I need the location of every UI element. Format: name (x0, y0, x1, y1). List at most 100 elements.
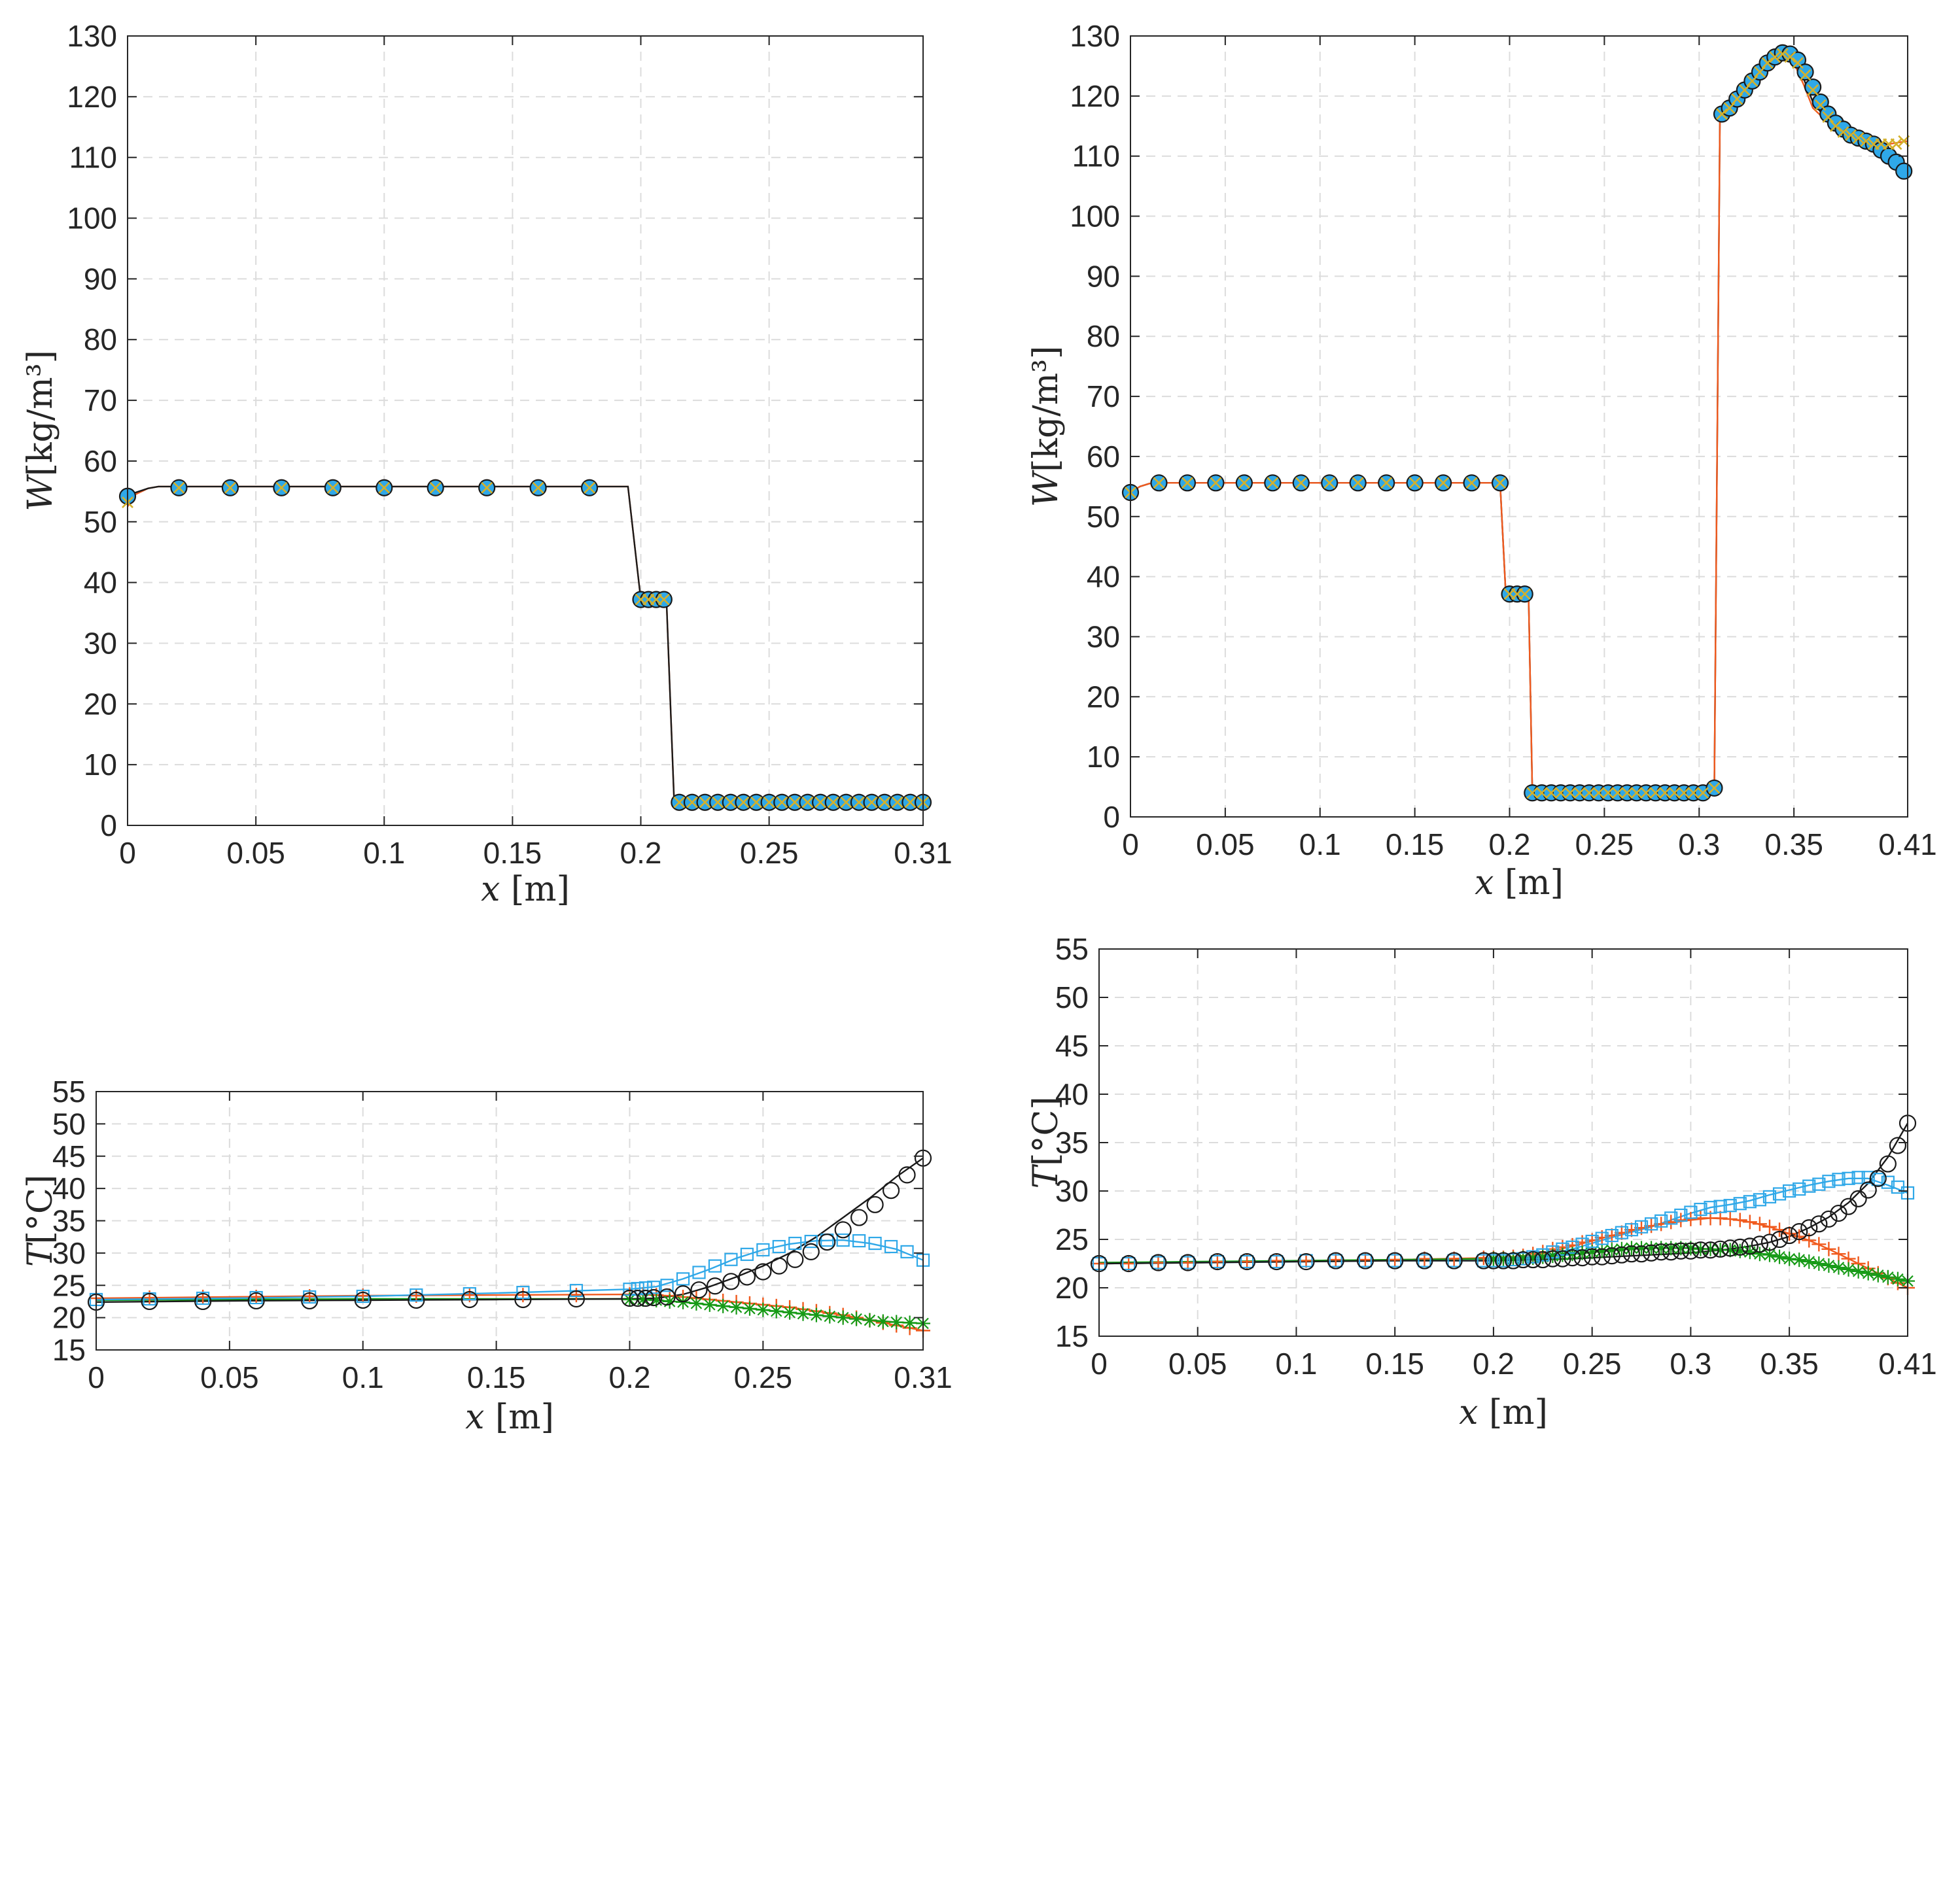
data-point-orange-plus (1180, 1255, 1195, 1270)
y-tick-label: 15 (52, 1333, 86, 1367)
data-point-black-circle (141, 1292, 158, 1311)
data-point-green-star (1841, 1262, 1856, 1277)
y-tick-label: 30 (1055, 1174, 1089, 1208)
data-point-black-circle (1830, 1204, 1847, 1222)
y-tick-label: 35 (1055, 1126, 1089, 1160)
chart-w-long: 0 0.05 0.1 0.15 0.2 0.25 0.3 0.35 0.41 0 10 20 30 40 5… (1026, 19, 1937, 903)
data-point-crosses (1494, 477, 1506, 489)
y-tick-label: 45 (1055, 1029, 1089, 1063)
data-point-blue-square (1851, 1171, 1865, 1184)
data-point-crosses (1181, 477, 1193, 489)
data-point-black-circle (1682, 1242, 1700, 1260)
y-tick-label: 25 (52, 1268, 86, 1302)
data-point-green-star (1890, 1271, 1905, 1286)
x-tick-label: 0.2 (620, 836, 662, 870)
data-point-green-star (1703, 1241, 1718, 1256)
data-point-crosses (1352, 477, 1364, 489)
y-tick-label: 15 (1055, 1319, 1089, 1353)
data-point-black-circle (1149, 1254, 1167, 1271)
y-tick-label: 0 (100, 808, 117, 842)
data-point-crosses (1153, 477, 1165, 489)
data-point-blue-square (516, 1286, 530, 1300)
data-point-crosses (429, 481, 442, 494)
y-tick-label: 20 (1055, 1271, 1089, 1305)
data-point-green-star (1614, 1241, 1629, 1256)
data-point-circles (1789, 51, 1807, 69)
x-tick-label: 0 (119, 836, 136, 870)
data-point-black-circle (898, 1166, 916, 1184)
data-point-blue-square (623, 1283, 637, 1296)
data-point-black-circle (1564, 1249, 1581, 1267)
data-point-crosses (1630, 787, 1643, 799)
x-tick-label: 0.31 (894, 836, 953, 870)
data-point-blue-square (692, 1266, 706, 1279)
data-point-orange-plus (1644, 1218, 1659, 1234)
data-point-blue-square (1516, 1252, 1530, 1266)
y-tick-label: 35 (52, 1204, 86, 1238)
data-point-orange-plus (1821, 1241, 1836, 1256)
data-point-green-star (649, 1292, 664, 1307)
data-point-blue-square (772, 1239, 786, 1254)
x-tick-label: 0.05 (1196, 827, 1255, 861)
data-point-crosses (1564, 787, 1577, 799)
chart-t-long: 0 0.05 0.1 0.15 0.2 0.25 0.3 0.35 0.41 15 20 25 30 35… (1026, 932, 1937, 1432)
data-point-black-circle (1534, 1251, 1552, 1269)
data-point-green-star (1683, 1241, 1698, 1256)
y-tick-label: 60 (84, 444, 117, 478)
y-tick-label: 40 (1087, 560, 1120, 594)
data-point-crosses (1822, 111, 1834, 123)
data-point-crosses (1659, 787, 1671, 799)
y-tick-label: 30 (84, 626, 117, 660)
data-point-green-star (716, 1298, 731, 1313)
y-tick-label: 90 (84, 262, 117, 296)
data-point-black-circle (1327, 1252, 1344, 1269)
data-point-blue-square (1181, 1256, 1195, 1269)
data-point-blue-square (1526, 1250, 1540, 1264)
data-point-black-circle (1179, 1254, 1197, 1271)
data-point-blue-square (1871, 1173, 1885, 1186)
data-point-orange-plus (1752, 1217, 1767, 1232)
data-point-green-star (769, 1303, 784, 1319)
data-point-crosses (326, 481, 339, 494)
data-point-blue-square (1122, 1256, 1136, 1271)
data-point-crosses (1837, 126, 1849, 138)
data-point-green-star (1693, 1241, 1708, 1256)
data-point-black-circle (866, 1196, 884, 1213)
data-point-blue-square (1566, 1240, 1579, 1254)
x-tick-label: 0.05 (226, 836, 285, 870)
data-point-black-circle (1475, 1252, 1492, 1269)
data-point-crosses (699, 796, 711, 808)
data-point-green-star (635, 1292, 650, 1307)
data-point-black-circle (1721, 1239, 1739, 1257)
data-point-black-circle (1810, 1215, 1828, 1233)
data-point-crosses (1852, 132, 1864, 145)
data-point-crosses (1465, 477, 1478, 489)
data-point-crosses (1746, 75, 1759, 87)
data-point-black-circle (1613, 1246, 1630, 1264)
x-tick-label: 0.41 (1878, 827, 1937, 861)
series-line-blue (96, 1239, 924, 1301)
data-point-green-star (1654, 1241, 1669, 1256)
data-point-blue-square (647, 1281, 661, 1294)
plot-area (1130, 36, 1908, 817)
data-point-blue-square (356, 1289, 370, 1303)
data-point-orange-plus (1732, 1213, 1747, 1228)
data-point-orange-plus (1210, 1254, 1225, 1269)
data-point-crosses (1668, 787, 1681, 799)
y-tick-label: 10 (1087, 740, 1120, 774)
x-tick-label: 0.1 (1275, 1347, 1317, 1381)
data-point-blue-square (1605, 1228, 1619, 1243)
data-point-green-star (1594, 1243, 1609, 1258)
chart-w-short: 0 0.05 0.1 0.15 0.2 0.25 0.31 0 10 20 30 40 50 60 70 80… (21, 19, 953, 909)
y-tick-label: 55 (1055, 932, 1089, 966)
data-point-crosses (1295, 477, 1307, 489)
x-tick-label: 0.41 (1878, 1347, 1937, 1381)
data-point-orange-plus (516, 1288, 531, 1303)
data-point-blue-square (1832, 1173, 1846, 1186)
data-point-green-star (1732, 1243, 1747, 1258)
y-tick-label: 100 (1070, 199, 1120, 233)
x-tick-label: 0.2 (1473, 1347, 1514, 1381)
data-point-green-star (1673, 1241, 1689, 1256)
data-point-green-star (809, 1307, 824, 1322)
data-point-green-star (1535, 1249, 1550, 1264)
